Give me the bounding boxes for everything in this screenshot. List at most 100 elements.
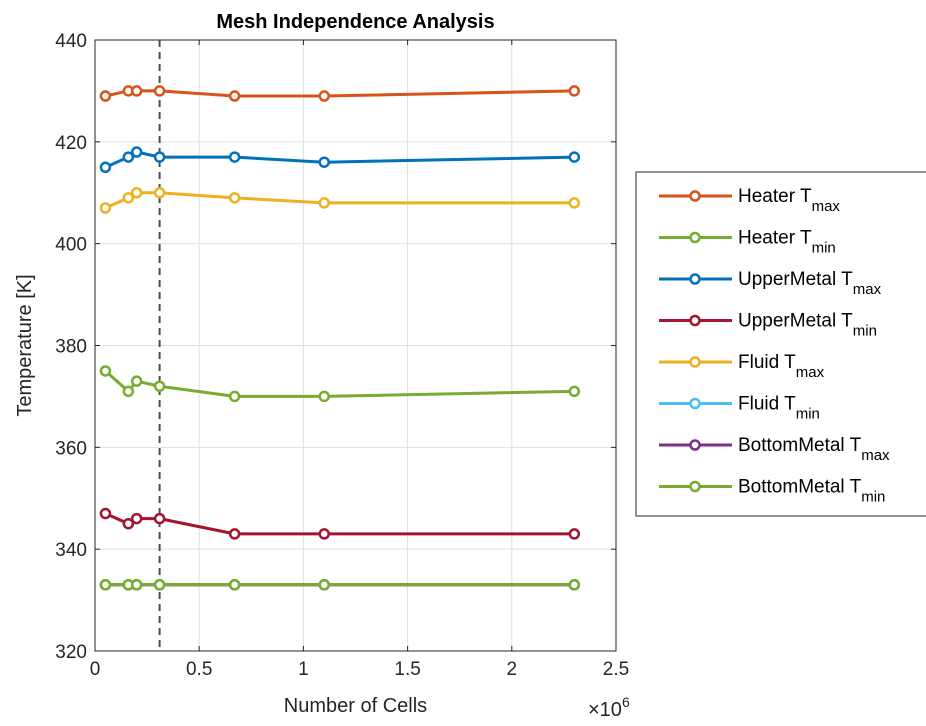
series-line-2 xyxy=(104,150,575,169)
legend-swatch-marker-6 xyxy=(689,439,701,451)
x-tick-label-0: 0 xyxy=(90,659,101,680)
series-line-3 xyxy=(104,512,575,536)
plot-series xyxy=(99,85,581,591)
legend-label-name-6: BottomMetal T xyxy=(738,435,862,456)
legend-label-0: Heater Tmax xyxy=(738,186,840,215)
series-0-point-2 xyxy=(130,85,143,97)
grid xyxy=(94,39,617,652)
legend-box xyxy=(635,171,926,517)
series-2-point-4 xyxy=(228,151,241,163)
chart-title: Mesh Independence Analysis xyxy=(216,11,494,33)
x-tick-label-3: 1.5 xyxy=(394,659,420,680)
legend-label-5: Fluid Tmin xyxy=(738,394,820,423)
legend-label-subscript-5: min xyxy=(796,406,820,423)
series-7-point-3 xyxy=(153,579,166,591)
series-7-point-4 xyxy=(228,579,241,591)
series-0 xyxy=(99,85,581,102)
x-tick-label-4: 2 xyxy=(507,659,518,680)
legend-swatch-marker-5 xyxy=(689,397,701,410)
y-tick-label-2: 360 xyxy=(55,438,87,459)
series-2-point-1 xyxy=(122,151,135,163)
x-tick-label-1: 0.5 xyxy=(186,659,212,680)
x-axis-exponent-power: 6 xyxy=(622,694,630,710)
x-tick-label-5: 2.5 xyxy=(603,659,629,680)
legend-label-name-7: BottomMetal T xyxy=(738,477,862,498)
series-1-point-1 xyxy=(122,385,135,398)
x-axis-exponent: ×106 xyxy=(588,694,630,721)
series-3-point-5 xyxy=(318,528,330,540)
series-0-point-6 xyxy=(568,85,581,97)
legend-label-name-2: UpperMetal T xyxy=(738,269,853,290)
legend-label-2: UpperMetal Tmax xyxy=(738,269,882,298)
series-2-point-0 xyxy=(99,161,112,174)
series-line-4 xyxy=(104,191,575,210)
series-2-point-2 xyxy=(130,146,143,158)
series-1 xyxy=(99,365,581,403)
series-3-point-1 xyxy=(122,517,135,530)
series-2-point-3 xyxy=(153,151,166,163)
legend-label-7: BottomMetal Tmin xyxy=(738,477,885,506)
y-axis-label: Temperature [K] xyxy=(14,274,36,416)
legend-label-subscript-2: max xyxy=(853,281,882,298)
series-4-point-0 xyxy=(99,202,112,214)
series-line-1 xyxy=(104,369,575,398)
legend-label-name-1: Heater T xyxy=(738,228,812,249)
series-4 xyxy=(99,187,581,214)
x-axis-label: Number of Cells xyxy=(284,695,427,717)
legend-swatch-marker-0 xyxy=(689,190,701,202)
legend-swatch-marker-7 xyxy=(689,480,701,493)
series-1-point-4 xyxy=(228,390,241,403)
y-tick-label-6: 440 xyxy=(55,31,87,52)
series-3 xyxy=(99,507,581,540)
legend-label-subscript-0: max xyxy=(812,198,841,215)
series-4-point-3 xyxy=(153,187,166,199)
x-tick-label-2: 1 xyxy=(298,659,309,680)
series-0-point-5 xyxy=(318,90,330,102)
series-0-point-3 xyxy=(153,85,166,97)
series-0-point-4 xyxy=(228,90,241,102)
x-axis-exponent-base: ×10 xyxy=(588,699,622,721)
y-tick-label-3: 380 xyxy=(55,337,87,358)
legend-label-subscript-3: min xyxy=(853,323,877,340)
legend-label-4: Fluid Tmax xyxy=(738,352,825,381)
series-3-point-3 xyxy=(153,512,166,525)
legend-swatch-marker-4 xyxy=(689,356,701,368)
legend-label-6: BottomMetal Tmax xyxy=(738,435,890,464)
series-7-point-2 xyxy=(130,579,143,591)
series-4-point-2 xyxy=(130,187,143,199)
legend-swatch-marker-3 xyxy=(689,314,701,327)
legend-label-1: Heater Tmin xyxy=(738,228,836,257)
series-7-point-5 xyxy=(318,579,330,591)
series-4-point-6 xyxy=(568,197,581,209)
legend-label-3: UpperMetal Tmin xyxy=(738,311,877,340)
series-3-point-0 xyxy=(99,507,112,520)
series-3-point-2 xyxy=(130,512,143,525)
series-3-point-6 xyxy=(568,528,581,540)
y-tick-label-4: 400 xyxy=(55,235,87,256)
legend-label-name-3: UpperMetal T xyxy=(738,311,853,332)
series-0-point-0 xyxy=(99,90,112,102)
series-1-point-6 xyxy=(568,385,581,398)
series-7-point-0 xyxy=(99,579,112,591)
series-3-point-4 xyxy=(228,528,241,540)
series-2 xyxy=(99,146,581,174)
series-7-point-6 xyxy=(568,579,581,591)
series-1-point-0 xyxy=(99,365,112,377)
legend-label-subscript-1: min xyxy=(812,240,836,257)
legend-swatch-marker-1 xyxy=(689,231,701,244)
series-2-point-6 xyxy=(568,151,581,163)
y-tick-label-0: 320 xyxy=(55,642,87,663)
series-1-point-3 xyxy=(153,380,166,392)
series-line-0 xyxy=(105,89,575,98)
legend-label-name-5: Fluid T xyxy=(738,394,796,415)
legend-swatch-marker-2 xyxy=(689,273,701,285)
series-1-point-2 xyxy=(130,375,143,387)
y-tick-label-1: 340 xyxy=(55,540,87,561)
series-4-point-4 xyxy=(228,192,241,204)
legend-label-name-4: Fluid T xyxy=(738,352,796,373)
legend-label-name-0: Heater T xyxy=(738,186,812,207)
series-1-point-5 xyxy=(318,390,330,403)
legend-label-subscript-6: max xyxy=(861,447,890,464)
